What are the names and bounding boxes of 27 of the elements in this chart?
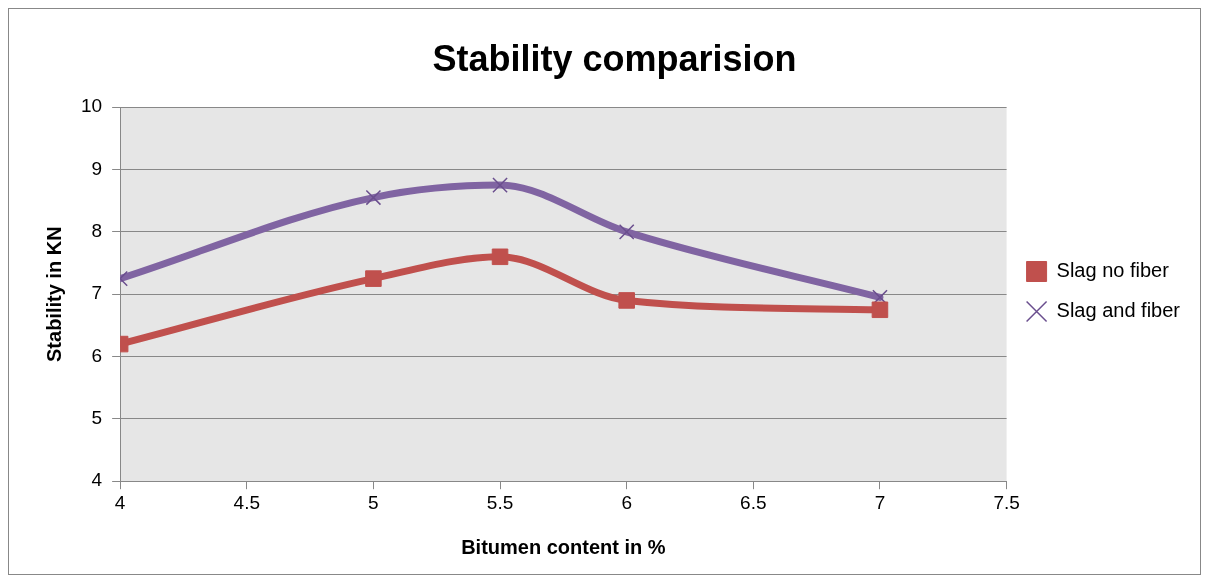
x-tick-label: 6.5 <box>740 491 767 513</box>
legend-label: Slag and fiber <box>1056 299 1181 322</box>
x-tick-label: 7 <box>874 491 886 513</box>
chart-title: Stability comparision <box>432 37 797 79</box>
x-tick-label: 5.5 <box>486 491 514 513</box>
point <box>492 177 508 193</box>
y-tick-label: 4 <box>91 469 103 491</box>
x-tick-label: 7.5 <box>993 491 1020 513</box>
point <box>491 248 509 266</box>
y-tick-label: 5 <box>91 407 103 429</box>
y-tick-label: 10 <box>80 95 103 117</box>
y-axis-title: Stability in KN <box>42 226 65 362</box>
point <box>618 292 635 309</box>
point <box>618 224 635 240</box>
y-tick-label: 8 <box>91 220 103 242</box>
y-tick-label: 9 <box>91 157 103 179</box>
x-tick-label: 4.5 <box>233 491 260 513</box>
point <box>871 301 889 319</box>
x-tick-label: 5 <box>368 491 379 513</box>
y-tick-label: 6 <box>91 344 103 366</box>
x-axis-title: Bitumen content in % <box>461 535 666 558</box>
x-tick-label: 6 <box>621 491 632 513</box>
point <box>365 270 382 287</box>
legend-label: Slag no fiber <box>1056 259 1170 282</box>
x-tick-label: 4 <box>114 491 126 513</box>
y-tick-label: 7 <box>91 282 103 304</box>
point <box>365 189 382 206</box>
